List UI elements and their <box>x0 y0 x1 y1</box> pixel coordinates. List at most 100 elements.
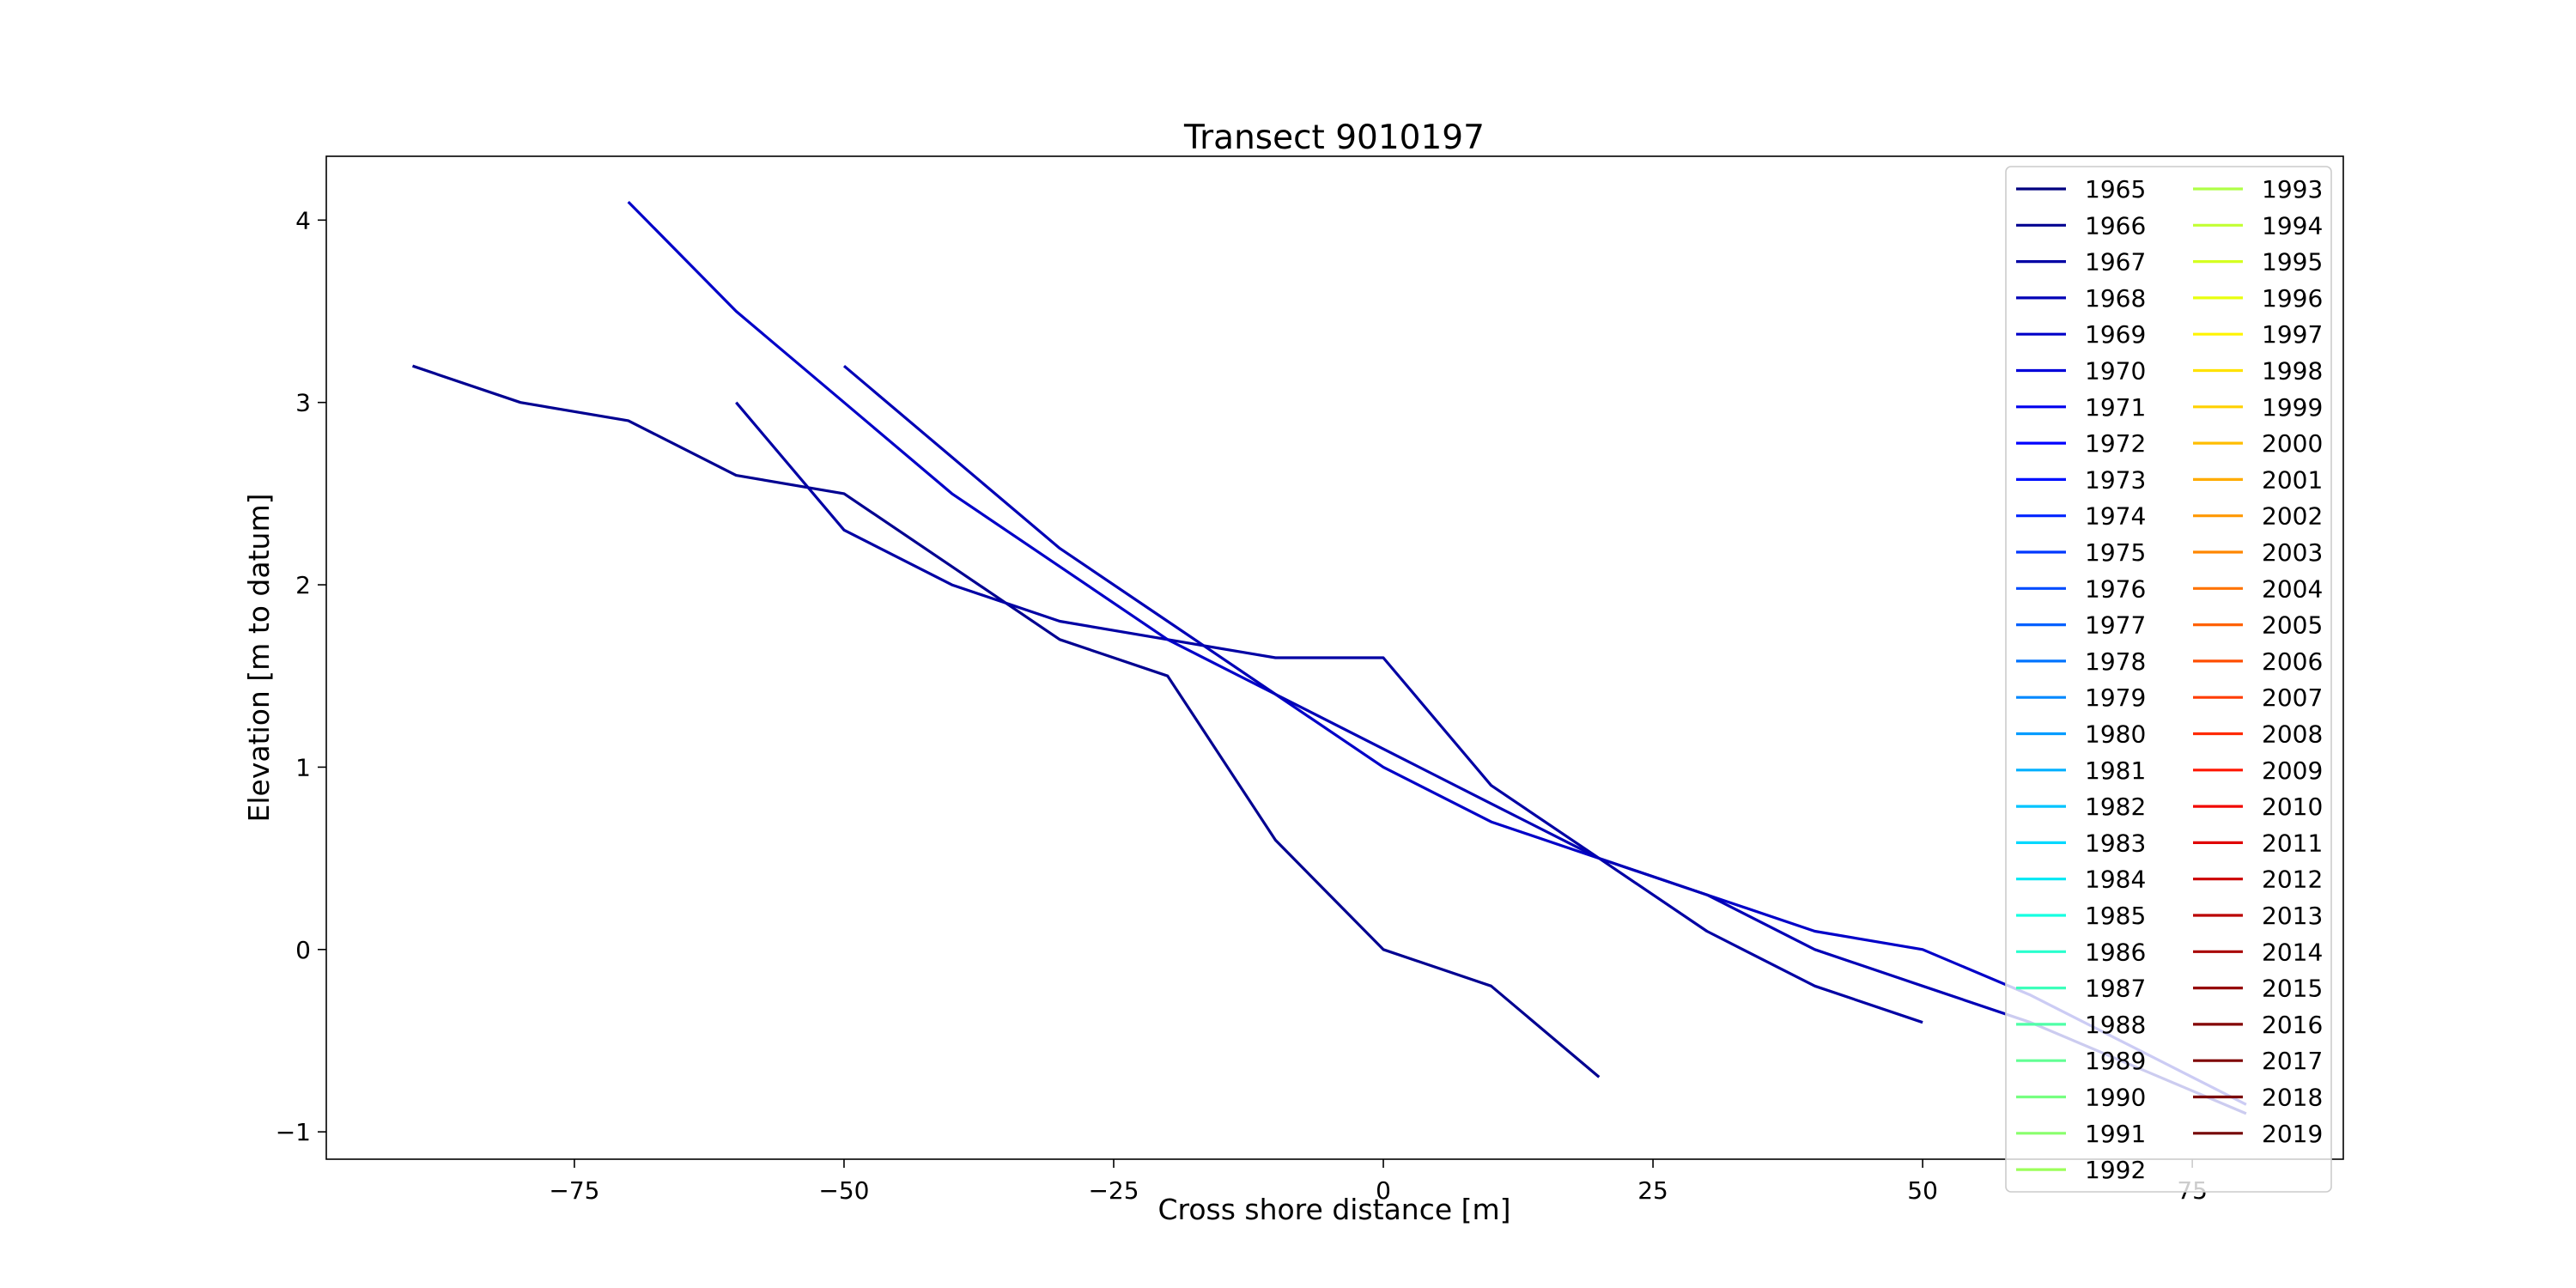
legend-item-1969: 1969 <box>2016 320 2146 349</box>
legend-item-1978: 1978 <box>2016 647 2146 676</box>
legend-label: 2015 <box>2262 975 2323 1003</box>
legend-item-1996: 1996 <box>2193 284 2323 313</box>
legend-label: 1969 <box>2085 320 2146 349</box>
legend-item-1980: 1980 <box>2016 720 2146 749</box>
y-axis-title: Elevation [m to datum] <box>242 494 276 823</box>
x-tick-label: −25 <box>1088 1176 1139 1205</box>
legend-item-2013: 2013 <box>2193 902 2323 930</box>
legend-item-1973: 1973 <box>2016 465 2146 494</box>
legend-item-1998: 1998 <box>2193 357 2323 386</box>
legend-item-1982: 1982 <box>2016 793 2146 821</box>
x-tick-label: −50 <box>818 1176 869 1205</box>
legend-item-1983: 1983 <box>2016 829 2146 857</box>
legend-label: 1998 <box>2262 357 2323 386</box>
legend-item-1981: 1981 <box>2016 756 2146 785</box>
legend-item-1970: 1970 <box>2016 357 2146 386</box>
legend-item-1988: 1988 <box>2016 1011 2146 1039</box>
legend-label: 2006 <box>2262 647 2323 676</box>
series-line-3 <box>627 200 2247 1106</box>
legend-item-1968: 1968 <box>2016 284 2146 313</box>
legend-item-1993: 1993 <box>2193 175 2323 204</box>
legend-item-2011: 2011 <box>2193 829 2323 857</box>
legend-item-1986: 1986 <box>2016 938 2146 966</box>
y-tick-label: −1 <box>276 1118 311 1146</box>
legend-label: 1973 <box>2085 465 2146 494</box>
x-tick-label: −75 <box>549 1176 599 1205</box>
legend-label: 1976 <box>2085 574 2146 603</box>
legend-item-1989: 1989 <box>2016 1047 2146 1075</box>
legend-label: 2014 <box>2262 938 2323 966</box>
legend-label: 2002 <box>2262 502 2323 531</box>
legend-item-1997: 1997 <box>2193 320 2323 349</box>
legend-label: 2004 <box>2262 574 2323 603</box>
legend-item-1999: 1999 <box>2193 393 2323 422</box>
legend-label: 1972 <box>2085 429 2146 458</box>
legend-item-2005: 2005 <box>2193 611 2323 640</box>
legend-label: 1966 <box>2085 211 2146 240</box>
legend-item-1966: 1966 <box>2016 211 2146 240</box>
legend-label: 1970 <box>2085 357 2146 386</box>
legend-item-1971: 1971 <box>2016 393 2146 422</box>
legend-item-1974: 1974 <box>2016 502 2146 531</box>
legend-item-2015: 2015 <box>2193 975 2323 1003</box>
legend-label: 2007 <box>2262 683 2323 712</box>
legend-item-1979: 1979 <box>2016 683 2146 712</box>
y-tick-label: 3 <box>295 389 311 417</box>
x-tick-label: 0 <box>1376 1176 1391 1205</box>
series-line-1 <box>411 364 1601 1078</box>
legend-label: 1979 <box>2085 683 2146 712</box>
legend-item-1984: 1984 <box>2016 866 2146 894</box>
legend-label: 2000 <box>2262 429 2323 458</box>
legend-item-1985: 1985 <box>2016 902 2146 930</box>
legend-item-2006: 2006 <box>2193 647 2323 676</box>
legend-label: 2019 <box>2262 1120 2323 1148</box>
legend-item-2001: 2001 <box>2193 465 2323 494</box>
y-tick-label: 2 <box>295 571 311 599</box>
legend-item-2002: 2002 <box>2193 502 2323 531</box>
legend-label: 1997 <box>2262 320 2323 349</box>
legend: 1965 1966 1967 1968 1969 1970 1971 1972 1973 1974… <box>2005 166 2332 1193</box>
legend-item-2019: 2019 <box>2193 1120 2323 1148</box>
legend-item-2014: 2014 <box>2193 938 2323 966</box>
legend-label: 2001 <box>2262 465 2323 494</box>
legend-label: 1980 <box>2085 720 2146 749</box>
legend-item-1992: 1992 <box>2016 1156 2146 1184</box>
legend-item-2017: 2017 <box>2193 1047 2323 1075</box>
legend-box <box>2005 166 2332 1193</box>
legend-item-2012: 2012 <box>2193 866 2323 894</box>
legend-label: 1985 <box>2085 902 2146 930</box>
legend-item-1995: 1995 <box>2193 248 2323 276</box>
series-line-2 <box>735 401 1923 1024</box>
y-tick-label: 4 <box>295 206 311 234</box>
y-tick-label: 0 <box>295 936 311 964</box>
legend-item-2009: 2009 <box>2193 756 2323 785</box>
legend-label: 2009 <box>2262 756 2323 785</box>
legend-label: 1975 <box>2085 538 2146 567</box>
legend-label: 1999 <box>2262 393 2323 422</box>
legend-label: 1993 <box>2262 175 2323 204</box>
legend-item-2000: 2000 <box>2193 429 2323 458</box>
legend-item-2018: 2018 <box>2193 1084 2323 1112</box>
legend-label: 1992 <box>2085 1156 2146 1184</box>
legend-label: 1974 <box>2085 502 2146 531</box>
legend-item-1967: 1967 <box>2016 248 2146 276</box>
legend-item-2004: 2004 <box>2193 574 2323 603</box>
legend-label: 1971 <box>2085 393 2146 422</box>
legend-label: 2008 <box>2262 720 2323 749</box>
legend-item-1976: 1976 <box>2016 574 2146 603</box>
y-tick-label: 1 <box>295 753 311 781</box>
legend-label: 1986 <box>2085 938 2146 966</box>
legend-label: 1983 <box>2085 829 2146 857</box>
legend-item-1977: 1977 <box>2016 611 2146 640</box>
legend-label: 2010 <box>2262 793 2323 821</box>
chart-title: Transect 9010197 <box>1183 118 1485 157</box>
legend-label: 1991 <box>2085 1120 2146 1148</box>
legend-label: 2012 <box>2262 866 2323 894</box>
legend-item-1975: 1975 <box>2016 538 2146 567</box>
legend-label: 1988 <box>2085 1011 2146 1039</box>
legend-item-1972: 1972 <box>2016 429 2146 458</box>
plot-frame <box>325 155 2344 1160</box>
legend-label: 2017 <box>2262 1047 2323 1075</box>
x-tick-label: 50 <box>1907 1176 1938 1205</box>
